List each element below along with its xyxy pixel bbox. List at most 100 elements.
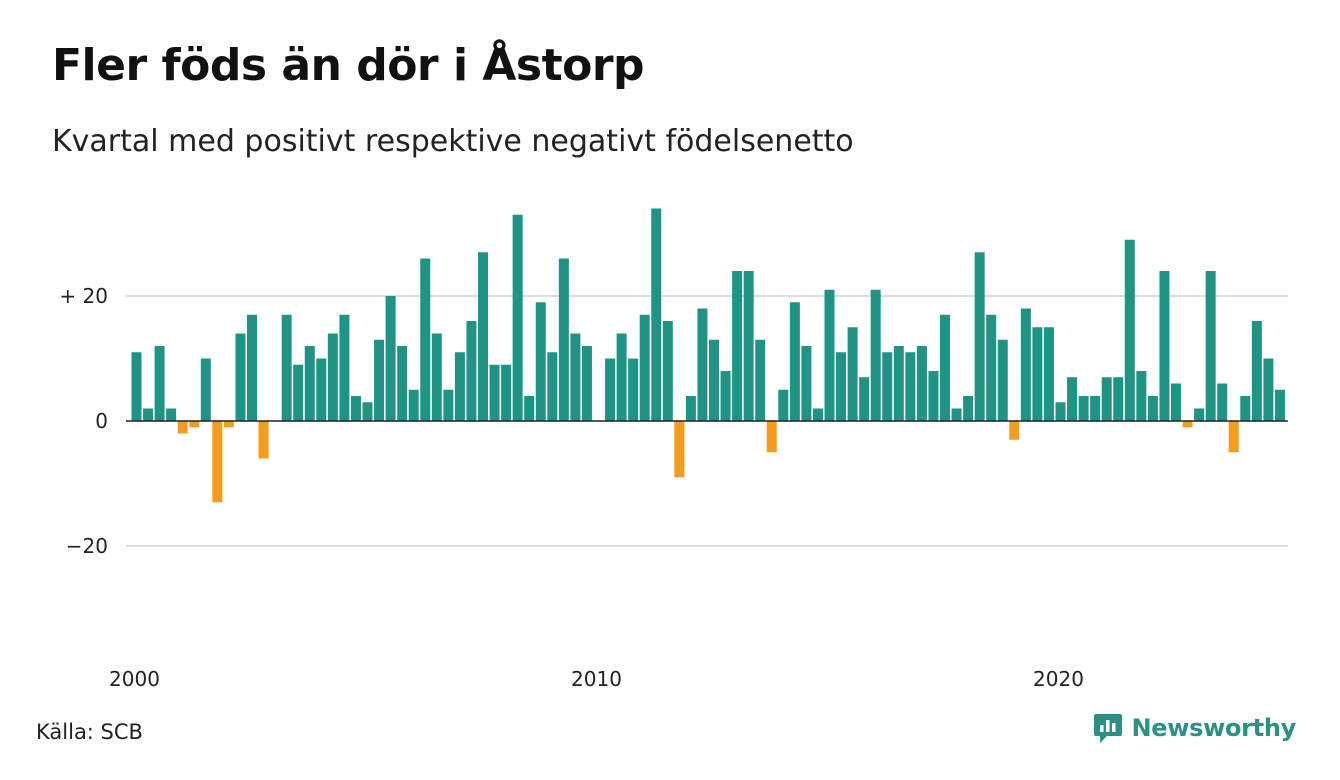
- bar-positive: [824, 289, 835, 421]
- bar-positive: [651, 208, 662, 421]
- bar-positive: [743, 271, 754, 421]
- bar-positive: [1205, 271, 1216, 421]
- bar-positive: [431, 333, 442, 421]
- bar-positive: [882, 352, 893, 421]
- bar-negative: [212, 421, 223, 503]
- bar-positive: [905, 352, 916, 421]
- bar-positive: [1067, 377, 1078, 421]
- x-tick-label: 2010: [571, 667, 622, 691]
- bar-positive: [535, 302, 546, 421]
- chart-bubble-icon: [1094, 714, 1123, 743]
- bar-positive: [870, 289, 881, 421]
- bar-positive: [235, 333, 246, 421]
- bar-positive: [143, 408, 154, 421]
- bar-positive: [1043, 327, 1054, 421]
- bar-positive: [1124, 239, 1135, 421]
- bar-positive: [339, 314, 350, 421]
- bar-positive: [732, 271, 743, 421]
- bar-positive: [200, 358, 211, 421]
- brand-name: Newsworthy: [1131, 714, 1296, 742]
- bar-positive: [1171, 383, 1181, 421]
- y-tick-label: + 20: [59, 284, 108, 308]
- bar-positive: [662, 321, 673, 421]
- bar-positive: [812, 408, 823, 421]
- bar-positive: [789, 302, 800, 421]
- bars: [131, 208, 1285, 503]
- bar-positive: [374, 339, 385, 421]
- bar-positive: [1020, 308, 1031, 421]
- x-tick-label: 2020: [1033, 667, 1084, 691]
- bar-positive: [397, 346, 408, 421]
- bar-positive: [443, 389, 454, 421]
- bar-positive: [385, 296, 396, 421]
- bar-positive: [928, 371, 939, 421]
- bar-positive: [1263, 358, 1274, 421]
- axes: + 20 0 −20 2000 2010 2020: [59, 284, 1288, 691]
- bar-positive: [1090, 396, 1101, 421]
- bar-positive: [893, 346, 904, 421]
- bar-positive: [316, 358, 327, 421]
- bar-positive: [1240, 396, 1251, 421]
- brand-logo: Newsworthy: [1093, 712, 1296, 744]
- bar-positive: [755, 339, 766, 421]
- bar-positive: [951, 408, 962, 421]
- bar-positive: [281, 314, 292, 421]
- bar-positive: [859, 377, 870, 421]
- bar-positive: [997, 339, 1008, 421]
- bar-positive: [1032, 327, 1043, 421]
- bar-positive: [293, 364, 304, 421]
- bar-negative: [674, 421, 685, 478]
- bar-positive: [1055, 402, 1066, 421]
- bar-positive: [408, 389, 419, 421]
- bar-positive: [963, 396, 974, 421]
- bar-positive: [616, 333, 627, 421]
- bar-positive: [778, 389, 789, 421]
- bar-positive: [1274, 389, 1285, 421]
- bar-positive: [466, 321, 477, 421]
- bar-positive: [501, 364, 512, 421]
- bar-positive: [916, 346, 927, 421]
- bar-positive: [570, 333, 581, 421]
- bar-positive: [720, 371, 731, 421]
- chart-subtitle: Kvartal med positivt respektive negativt…: [52, 124, 854, 159]
- bar-positive: [350, 396, 361, 421]
- bar-positive: [1251, 321, 1262, 421]
- bar-positive: [420, 258, 431, 421]
- bar-negative: [766, 421, 777, 453]
- bar-positive: [628, 358, 639, 421]
- bar-positive: [836, 352, 847, 421]
- bar-positive: [940, 314, 950, 421]
- bar-negative: [1009, 421, 1020, 440]
- bar-positive: [986, 314, 997, 421]
- y-tick-label: 0: [95, 409, 108, 433]
- bar-positive: [131, 352, 142, 421]
- bar-positive: [605, 358, 616, 421]
- bar-negative: [1182, 421, 1193, 428]
- bar-positive: [1101, 377, 1112, 421]
- bar-positive: [1159, 271, 1170, 421]
- x-tick-label: 2000: [109, 667, 160, 691]
- bar-negative: [177, 421, 188, 434]
- bar-positive: [1113, 377, 1124, 421]
- bar-positive: [1194, 408, 1205, 421]
- bar-positive: [974, 252, 985, 421]
- bar-positive: [558, 258, 569, 421]
- chart-title: Fler föds än dör i Åstorp: [52, 40, 645, 91]
- bar-positive: [639, 314, 650, 421]
- bar-positive: [697, 308, 708, 421]
- gridlines: [126, 295, 1288, 547]
- bar-positive: [1136, 371, 1147, 421]
- bar-positive: [247, 314, 257, 421]
- bar-positive: [801, 346, 812, 421]
- bar-positive: [1217, 383, 1228, 421]
- bar-positive: [709, 339, 719, 421]
- bar-positive: [581, 346, 592, 421]
- y-tick-label: −20: [66, 534, 108, 558]
- bar-positive: [685, 396, 696, 421]
- bar-positive: [154, 346, 165, 421]
- bar-positive: [362, 402, 373, 421]
- bar-negative: [223, 421, 234, 428]
- bar-negative: [258, 421, 269, 459]
- bar-positive: [847, 327, 858, 421]
